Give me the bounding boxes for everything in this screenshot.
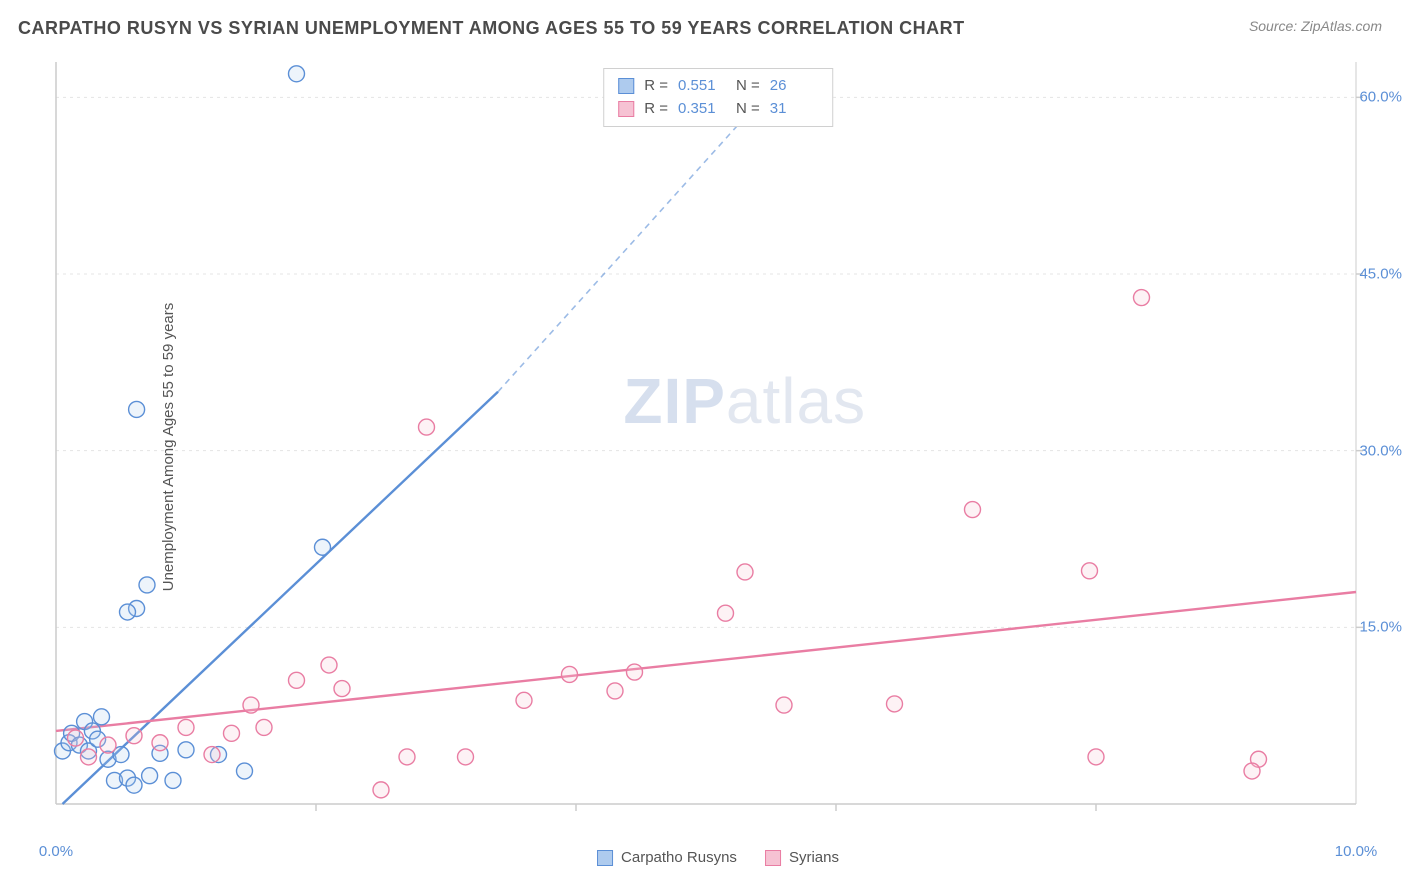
legend-item-0: Carpatho Rusyns [597,849,737,866]
stats-swatch-1 [618,101,634,117]
chart-source: Source: ZipAtlas.com [1249,18,1382,34]
legend: Carpatho Rusyns Syrians [597,849,839,866]
stats-n-value-0: 26 [770,75,818,98]
x-tick-label: 10.0% [1335,843,1378,860]
stats-r-value-0: 0.551 [678,75,726,98]
stats-r-label-1: R = [644,98,668,121]
stats-row-1: R = 0.351 N = 31 [618,98,818,121]
stats-r-value-1: 0.351 [678,98,726,121]
legend-item-1: Syrians [765,849,839,866]
stats-box: R = 0.551 N = 26 R = 0.351 N = 31 [603,68,833,127]
stats-r-label-0: R = [644,75,668,98]
legend-swatch-1 [765,850,781,866]
y-tick-label: 15.0% [1359,619,1402,636]
stats-swatch-0 [618,78,634,94]
y-tick-label: 60.0% [1359,89,1402,106]
stats-n-label-0: N = [736,75,760,98]
chart-title: CARPATHO RUSYN VS SYRIAN UNEMPLOYMENT AM… [18,18,965,39]
y-tick-label: 45.0% [1359,266,1402,283]
legend-swatch-0 [597,850,613,866]
legend-label-0: Carpatho Rusyns [621,849,737,866]
y-tick-label: 30.0% [1359,442,1402,459]
stats-n-value-1: 31 [770,98,818,121]
stats-row-0: R = 0.551 N = 26 [618,75,818,98]
stats-n-label-1: N = [736,98,760,121]
chart-header: CARPATHO RUSYN VS SYRIAN UNEMPLOYMENT AM… [0,0,1406,47]
legend-label-1: Syrians [789,849,839,866]
scatter-plot [50,62,1386,832]
x-tick-label: 0.0% [39,843,73,860]
chart-area: Unemployment Among Ages 55 to 59 years Z… [50,62,1386,832]
